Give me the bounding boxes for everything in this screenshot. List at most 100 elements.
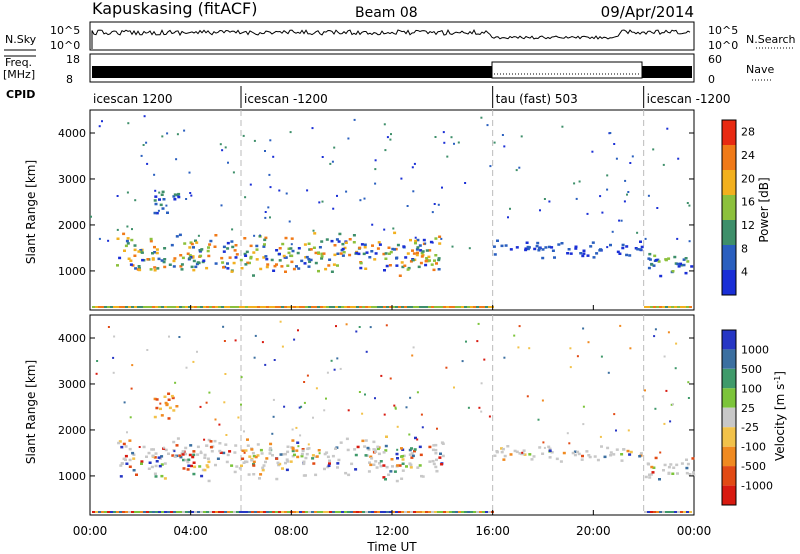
echo-cell	[279, 320, 282, 323]
echo-cell	[384, 252, 388, 255]
echo-cell	[241, 449, 245, 452]
echo-cell	[538, 446, 542, 449]
echo-cell	[672, 466, 676, 469]
echo-cell	[392, 227, 395, 230]
echo-cell	[513, 449, 517, 453]
echo-cell	[500, 450, 504, 454]
echo-cell	[350, 462, 354, 466]
echo-cell	[153, 211, 157, 215]
echo-cell	[650, 306, 653, 308]
echo-cell	[663, 355, 666, 358]
echo-cell	[290, 237, 294, 240]
echo-cell	[662, 306, 665, 308]
echo-cell	[278, 306, 281, 308]
echo-cell	[260, 452, 264, 455]
echo-cell	[116, 228, 119, 231]
echo-cell	[657, 260, 661, 263]
echo-cell	[450, 136, 453, 139]
echo-cell	[507, 216, 509, 219]
echo-cell	[515, 246, 519, 249]
echo-cell	[363, 445, 367, 448]
echo-cell	[665, 306, 668, 308]
x-tick-label: 20:00	[576, 524, 611, 538]
echo-cell	[304, 474, 307, 477]
echo-cell	[234, 444, 238, 447]
nave-tick-top: 60	[708, 53, 722, 66]
echo-cell	[199, 254, 203, 258]
echo-cell	[618, 252, 622, 255]
echo-cell	[209, 445, 213, 449]
echo-cell	[672, 403, 674, 406]
echo-cell	[161, 135, 164, 138]
echo-cell	[416, 466, 420, 469]
echo-cell	[386, 511, 389, 513]
echo-cell	[623, 200, 626, 203]
echo-cell	[596, 458, 600, 462]
freq-label: Freq.	[5, 56, 32, 69]
echo-cell	[184, 446, 188, 450]
echo-cell	[248, 455, 252, 458]
echo-cell	[561, 125, 564, 128]
echo-cell	[537, 249, 541, 252]
velocity-panel: 1000 2000 3000 4000 Slant Range [km]	[24, 314, 696, 516]
power-ylabel: Slant Range [km]	[24, 160, 38, 264]
echo-cell	[226, 262, 229, 265]
echo-cell	[264, 460, 267, 464]
echo-cell	[396, 457, 399, 460]
echo-cell	[314, 251, 318, 255]
echo-cell	[179, 265, 183, 268]
echo-cell	[146, 306, 149, 308]
echo-cell	[323, 409, 326, 412]
echo-cell	[671, 270, 675, 273]
echo-cell	[629, 450, 633, 454]
echo-cell	[261, 341, 264, 344]
echo-cell	[286, 445, 290, 448]
echo-cell	[303, 381, 306, 383]
echo-cell	[265, 265, 269, 269]
echo-cell	[446, 306, 449, 308]
echo-cell	[125, 239, 129, 243]
echo-cell	[320, 252, 324, 256]
echo-cell	[461, 511, 464, 513]
echo-cell	[658, 478, 661, 481]
echo-cell	[396, 425, 399, 428]
echo-cell	[257, 511, 260, 513]
echo-cell	[373, 258, 377, 261]
echo-cell	[203, 456, 207, 459]
echo-cell	[168, 335, 170, 338]
echo-cell	[380, 306, 383, 308]
echo-cell	[269, 139, 272, 142]
echo-cell	[452, 306, 455, 308]
echo-cell	[148, 461, 152, 464]
echo-cell	[154, 202, 158, 206]
echo-cell	[479, 306, 482, 308]
echo-cell	[461, 306, 464, 308]
echo-cell	[270, 258, 274, 262]
echo-cell	[573, 450, 577, 453]
echo-cell	[95, 372, 98, 375]
y-tick-label: 3000	[58, 378, 86, 391]
echo-cell	[201, 468, 205, 472]
echo-cell	[365, 306, 368, 308]
echo-cell	[574, 247, 578, 250]
echo-cell	[165, 204, 168, 207]
echo-cell	[328, 459, 331, 462]
echo-cell	[158, 464, 162, 468]
echo-cell	[566, 252, 570, 255]
echo-cell	[364, 393, 366, 396]
echo-cell	[206, 306, 209, 308]
freq-tick-bottom: 8	[66, 73, 73, 86]
echo-cell	[288, 220, 291, 223]
echo-cell	[163, 462, 167, 465]
echo-cell	[321, 200, 324, 203]
echo-cell	[411, 249, 414, 252]
echo-cell	[163, 477, 167, 480]
echo-cell	[163, 265, 167, 269]
echo-cell	[164, 401, 168, 405]
echo-cell	[128, 439, 132, 442]
echo-cell	[218, 423, 221, 426]
echo-cell	[432, 462, 436, 466]
echo-cell	[124, 458, 127, 461]
echo-cell	[411, 354, 414, 357]
echo-cell	[443, 141, 446, 144]
